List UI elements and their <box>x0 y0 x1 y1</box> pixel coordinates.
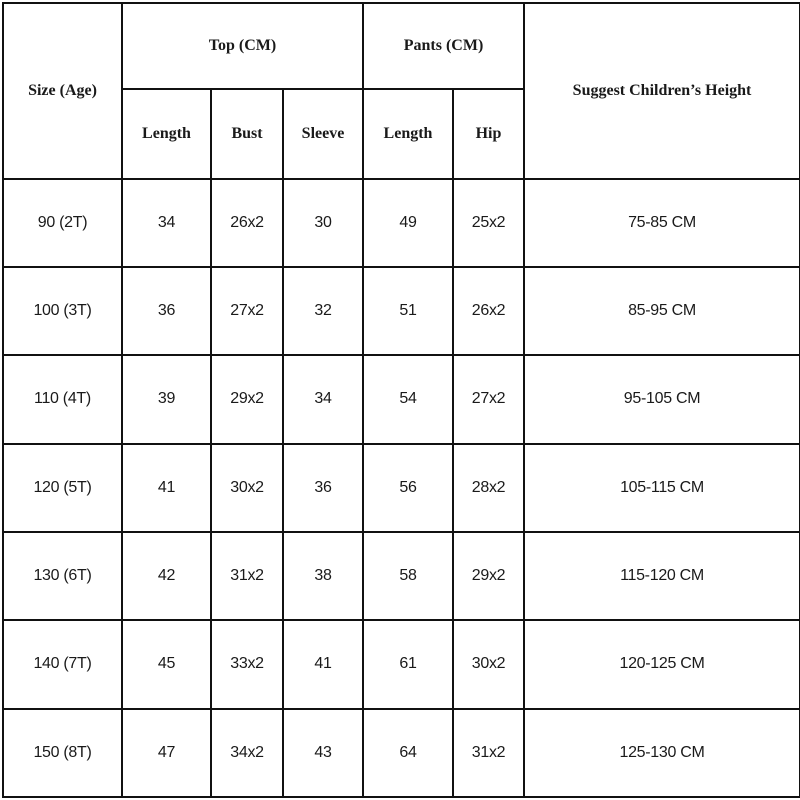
cell-height: 120-125 CM <box>523 619 800 710</box>
cell-size: 120 (5T) <box>2 442 123 533</box>
cell-height: 85-95 CM <box>523 265 800 357</box>
cell-pants-length: 61 <box>362 619 454 710</box>
cell-pants-hip: 31x2 <box>451 707 526 799</box>
cell-top-bust: 34x2 <box>210 707 284 799</box>
cell-pants-length: 54 <box>362 354 454 445</box>
cell-top-length: 39 <box>121 354 212 445</box>
cell-top-length: 42 <box>121 530 212 622</box>
cell-top-bust: 26x2 <box>210 177 284 268</box>
table-row: 100 (3T) 36 27x2 32 51 26x2 85-95 CM <box>2 265 800 357</box>
cell-top-length: 41 <box>121 442 212 533</box>
header-pants-hip: Hip <box>451 88 526 180</box>
cell-pants-length: 56 <box>362 442 454 533</box>
header-size: Size (Age) <box>2 2 123 180</box>
cell-pants-length: 51 <box>362 265 454 357</box>
table-row: 110 (4T) 39 29x2 34 54 27x2 95-105 CM <box>2 354 800 445</box>
cell-height: 125-130 CM <box>523 707 800 799</box>
cell-top-sleeve: 34 <box>282 354 364 445</box>
cell-size: 140 (7T) <box>2 619 123 710</box>
header-pants-group: Pants (CM) <box>361 1 526 91</box>
cell-height: 105-115 CM <box>523 442 800 533</box>
cell-height: 75-85 CM <box>523 177 800 268</box>
cell-pants-length: 58 <box>362 530 454 622</box>
header-top-sleeve: Sleeve <box>282 88 364 180</box>
cell-pants-length: 49 <box>362 177 454 268</box>
cell-size: 150 (8T) <box>2 707 123 799</box>
cell-top-sleeve: 36 <box>282 442 364 533</box>
cell-top-sleeve: 30 <box>282 177 364 268</box>
cell-pants-hip: 27x2 <box>451 354 526 445</box>
cell-size: 110 (4T) <box>2 354 123 445</box>
header-top-bust: Bust <box>210 88 284 180</box>
cell-pants-hip: 26x2 <box>451 265 526 357</box>
header-top-length: Length <box>121 88 212 180</box>
header-row-columns: Length Bust Sleeve Length Hip <box>3 88 800 180</box>
cell-top-length: 34 <box>121 177 212 268</box>
cell-top-sleeve: 38 <box>282 530 364 622</box>
cell-size: 100 (3T) <box>2 265 123 357</box>
cell-size: 130 (6T) <box>2 530 123 622</box>
cell-top-bust: 29x2 <box>210 354 284 445</box>
table-row: 130 (6T) 42 31x2 38 58 29x2 115-120 CM <box>2 530 800 622</box>
cell-top-length: 36 <box>121 265 212 357</box>
cell-top-sleeve: 43 <box>282 707 364 799</box>
cell-top-bust: 33x2 <box>210 619 284 710</box>
cell-size: 90 (2T) <box>2 177 123 268</box>
header-pants-length: Length <box>362 88 454 180</box>
cell-pants-hip: 25x2 <box>451 177 526 268</box>
header-top-group: Top (CM) <box>121 1 364 91</box>
cell-top-bust: 27x2 <box>210 265 284 357</box>
cell-pants-length: 64 <box>362 707 454 799</box>
cell-top-sleeve: 41 <box>282 619 364 710</box>
cell-top-length: 47 <box>121 707 212 799</box>
header-row-groups: Size (Age) Top (CM) Pants (CM) Suggest C… <box>2 1 800 180</box>
table-row: 140 (7T) 45 33x2 41 61 30x2 120-125 CM <box>2 619 800 710</box>
cell-top-bust: 30x2 <box>210 442 284 533</box>
table-row: 90 (2T) 34 26x2 30 49 25x2 75-85 CM <box>2 177 800 268</box>
table-row: 150 (8T) 47 34x2 43 64 31x2 125-130 CM <box>2 707 800 799</box>
cell-height: 115-120 CM <box>523 530 800 622</box>
cell-top-bust: 31x2 <box>210 530 284 622</box>
cell-top-sleeve: 32 <box>282 265 364 357</box>
cell-pants-hip: 30x2 <box>451 619 526 710</box>
cell-height: 95-105 CM <box>523 354 800 445</box>
header-height: Suggest Children’s Height <box>523 2 800 180</box>
cell-pants-hip: 29x2 <box>451 530 526 622</box>
table-row: 120 (5T) 41 30x2 36 56 28x2 105-115 CM <box>2 442 800 533</box>
cell-pants-hip: 28x2 <box>451 442 526 533</box>
cell-top-length: 45 <box>121 619 212 710</box>
